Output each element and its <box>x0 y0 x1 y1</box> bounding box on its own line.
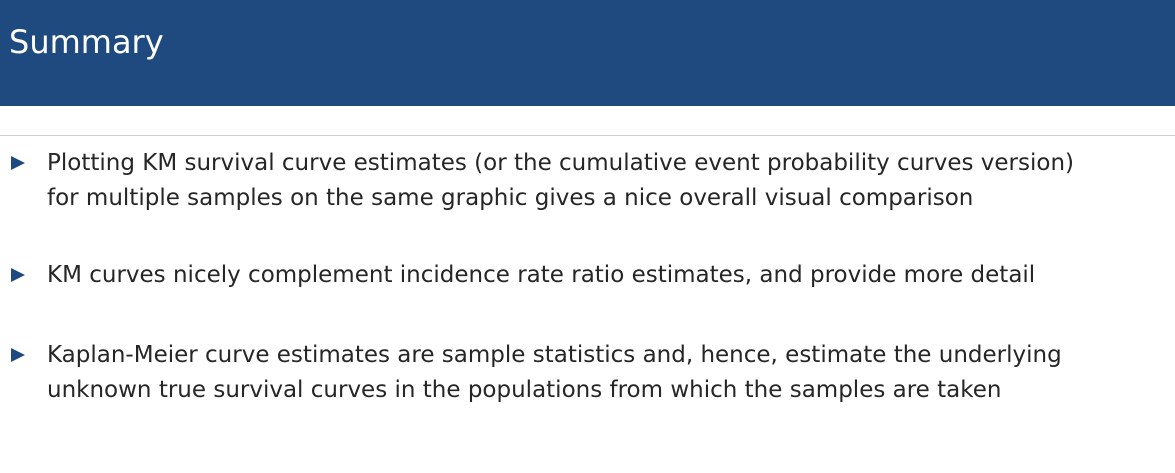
bullet-text: KM curves nicely complement incidence ra… <box>47 258 1171 293</box>
bullet-line: KM curves nicely complement incidence ra… <box>47 262 1036 288</box>
triangle-bullet-icon <box>11 348 25 362</box>
title-bar: Summary <box>0 0 1175 106</box>
triangle-bullet-icon <box>11 268 25 282</box>
bullet-line: unknown true survival curves in the popu… <box>47 377 1002 403</box>
bullet-line: Plotting KM survival curve estimates (or… <box>47 150 1074 176</box>
bullet-text: Kaplan-Meier curve estimates are sample … <box>47 338 1171 408</box>
triangle-bullet-icon <box>11 156 25 170</box>
divider <box>0 135 1175 136</box>
slide-title: Summary <box>9 23 164 61</box>
bullet-line: for multiple samples on the same graphic… <box>47 185 974 211</box>
bullet-text: Plotting KM survival curve estimates (or… <box>47 146 1171 216</box>
bullet-line: Kaplan-Meier curve estimates are sample … <box>47 342 1062 368</box>
